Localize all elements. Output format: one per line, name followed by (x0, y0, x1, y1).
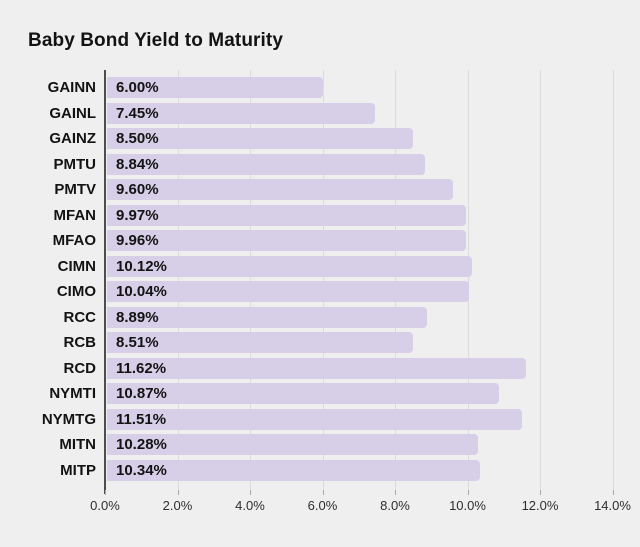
bar: 8.84% (107, 153, 426, 175)
bar: 8.51% (107, 332, 414, 354)
chart-title: Baby Bond Yield to Maturity (28, 30, 283, 51)
x-axis-tick (395, 490, 396, 495)
bar-value-label: 8.84% (116, 155, 159, 173)
x-axis-tick (105, 490, 106, 495)
gridline (467, 70, 469, 490)
category-label: PMTV (54, 181, 96, 199)
category-label: RCD (63, 359, 97, 377)
gridline (177, 70, 179, 490)
y-axis-line (104, 70, 106, 494)
bar-value-label: 8.50% (116, 130, 159, 148)
x-axis-tick (467, 490, 469, 495)
bar-series: 6.00% 7.45% 8.50% 8.84% 9.60% 9.97% 9.96% 10.12… (105, 75, 621, 483)
bar-value-label: 6.00% (116, 79, 159, 97)
x-axis-tick (322, 490, 324, 495)
bar-row: 8.51% (105, 330, 621, 356)
bar: 9.60% (107, 179, 453, 201)
x-tick-label: 4.0% (235, 498, 265, 513)
bar: 11.51% (107, 408, 523, 430)
bar-value-label: 8.89% (116, 308, 159, 326)
category-label: MITP (60, 461, 96, 479)
bar: 10.87% (107, 383, 500, 405)
x-tick-label: 6.0% (307, 498, 338, 513)
category-label: GAINZ (49, 130, 96, 148)
bar-row: 9.60% (105, 177, 621, 203)
bar-row: 9.96% (105, 228, 621, 254)
category-label: RCC (63, 308, 97, 326)
bar-row: 6.00% (105, 75, 621, 101)
bar-value-label: 9.96% (116, 232, 159, 250)
x-tick-label: 0.0% (90, 498, 120, 513)
bar-value-label: 10.04% (116, 283, 167, 301)
bar: 9.97% (107, 204, 467, 226)
plot-area (104, 70, 621, 494)
bar-value-label: 9.60% (116, 181, 159, 199)
category-label: CIMN (57, 257, 96, 275)
x-tick-label: 14.0% (594, 498, 631, 513)
bar-value-label: 11.62% (116, 359, 167, 377)
bar-row: 10.34% (105, 458, 621, 484)
bar-row: 8.84% (105, 152, 621, 178)
x-axis-tick (540, 490, 541, 495)
category-label: MFAO (52, 232, 96, 250)
x-axis-tick (612, 490, 614, 495)
category-label: CIMO (56, 283, 96, 301)
bar-row: 11.62% (105, 356, 621, 382)
category-label: RCB (63, 334, 97, 352)
bar-value-label: 8.51% (116, 334, 159, 352)
x-axis-tick (250, 490, 251, 495)
gridline (612, 70, 614, 490)
category-label: GAINL (49, 104, 96, 122)
bar-value-label: 10.28% (116, 436, 167, 454)
bar-value-label: 7.45% (116, 104, 159, 122)
x-axis-tick (177, 490, 179, 495)
bar-row: 11.51% (105, 407, 621, 433)
bar-value-label: 11.51% (116, 410, 167, 428)
bar: 10.12% (107, 255, 472, 277)
gridline (250, 70, 251, 490)
x-tick-label: 12.0% (521, 498, 559, 513)
category-label: PMTU (53, 155, 97, 173)
bar-row: 7.45% (105, 101, 621, 127)
bar-row: 10.12% (105, 254, 621, 280)
bar: 8.89% (107, 306, 428, 328)
bar-row: 10.04% (105, 279, 621, 305)
category-label: MFAN (53, 206, 97, 224)
bar: 11.62% (107, 357, 527, 379)
bar: 10.28% (107, 434, 478, 456)
bar: 6.00% (107, 77, 323, 99)
bar-row: 8.50% (105, 126, 621, 152)
bar-value-label: 10.87% (116, 385, 167, 403)
category-label: NYMTI (49, 385, 96, 403)
category-label: MITN (59, 436, 96, 454)
category-label: NYMTG (41, 410, 96, 428)
category-label: GAINN (47, 79, 96, 97)
bar-row: 10.28% (105, 432, 621, 458)
category-labels: GAINN GAINL GAINZ PMTU PMTV MFAN MFAO CIMN CIMO R… (0, 75, 96, 483)
bar-row: 10.87% (105, 381, 621, 407)
bar-value-label: 10.34% (116, 461, 167, 479)
bar: 8.50% (107, 128, 414, 150)
bar-value-label: 9.97% (116, 206, 159, 224)
bar: 10.04% (107, 281, 469, 303)
bar: 10.34% (107, 459, 480, 481)
x-tick-label: 2.0% (162, 498, 193, 513)
bar-value-label: 10.12% (116, 257, 167, 275)
gridline (322, 70, 324, 490)
bar: 7.45% (107, 102, 376, 124)
x-tick-label: 8.0% (380, 498, 410, 513)
bar: 9.96% (107, 230, 467, 252)
bar-row: 9.97% (105, 203, 621, 229)
gridline (395, 70, 396, 490)
bar-row: 8.89% (105, 305, 621, 331)
x-tick-label: 10.0% (449, 498, 486, 513)
gridline (540, 70, 541, 490)
